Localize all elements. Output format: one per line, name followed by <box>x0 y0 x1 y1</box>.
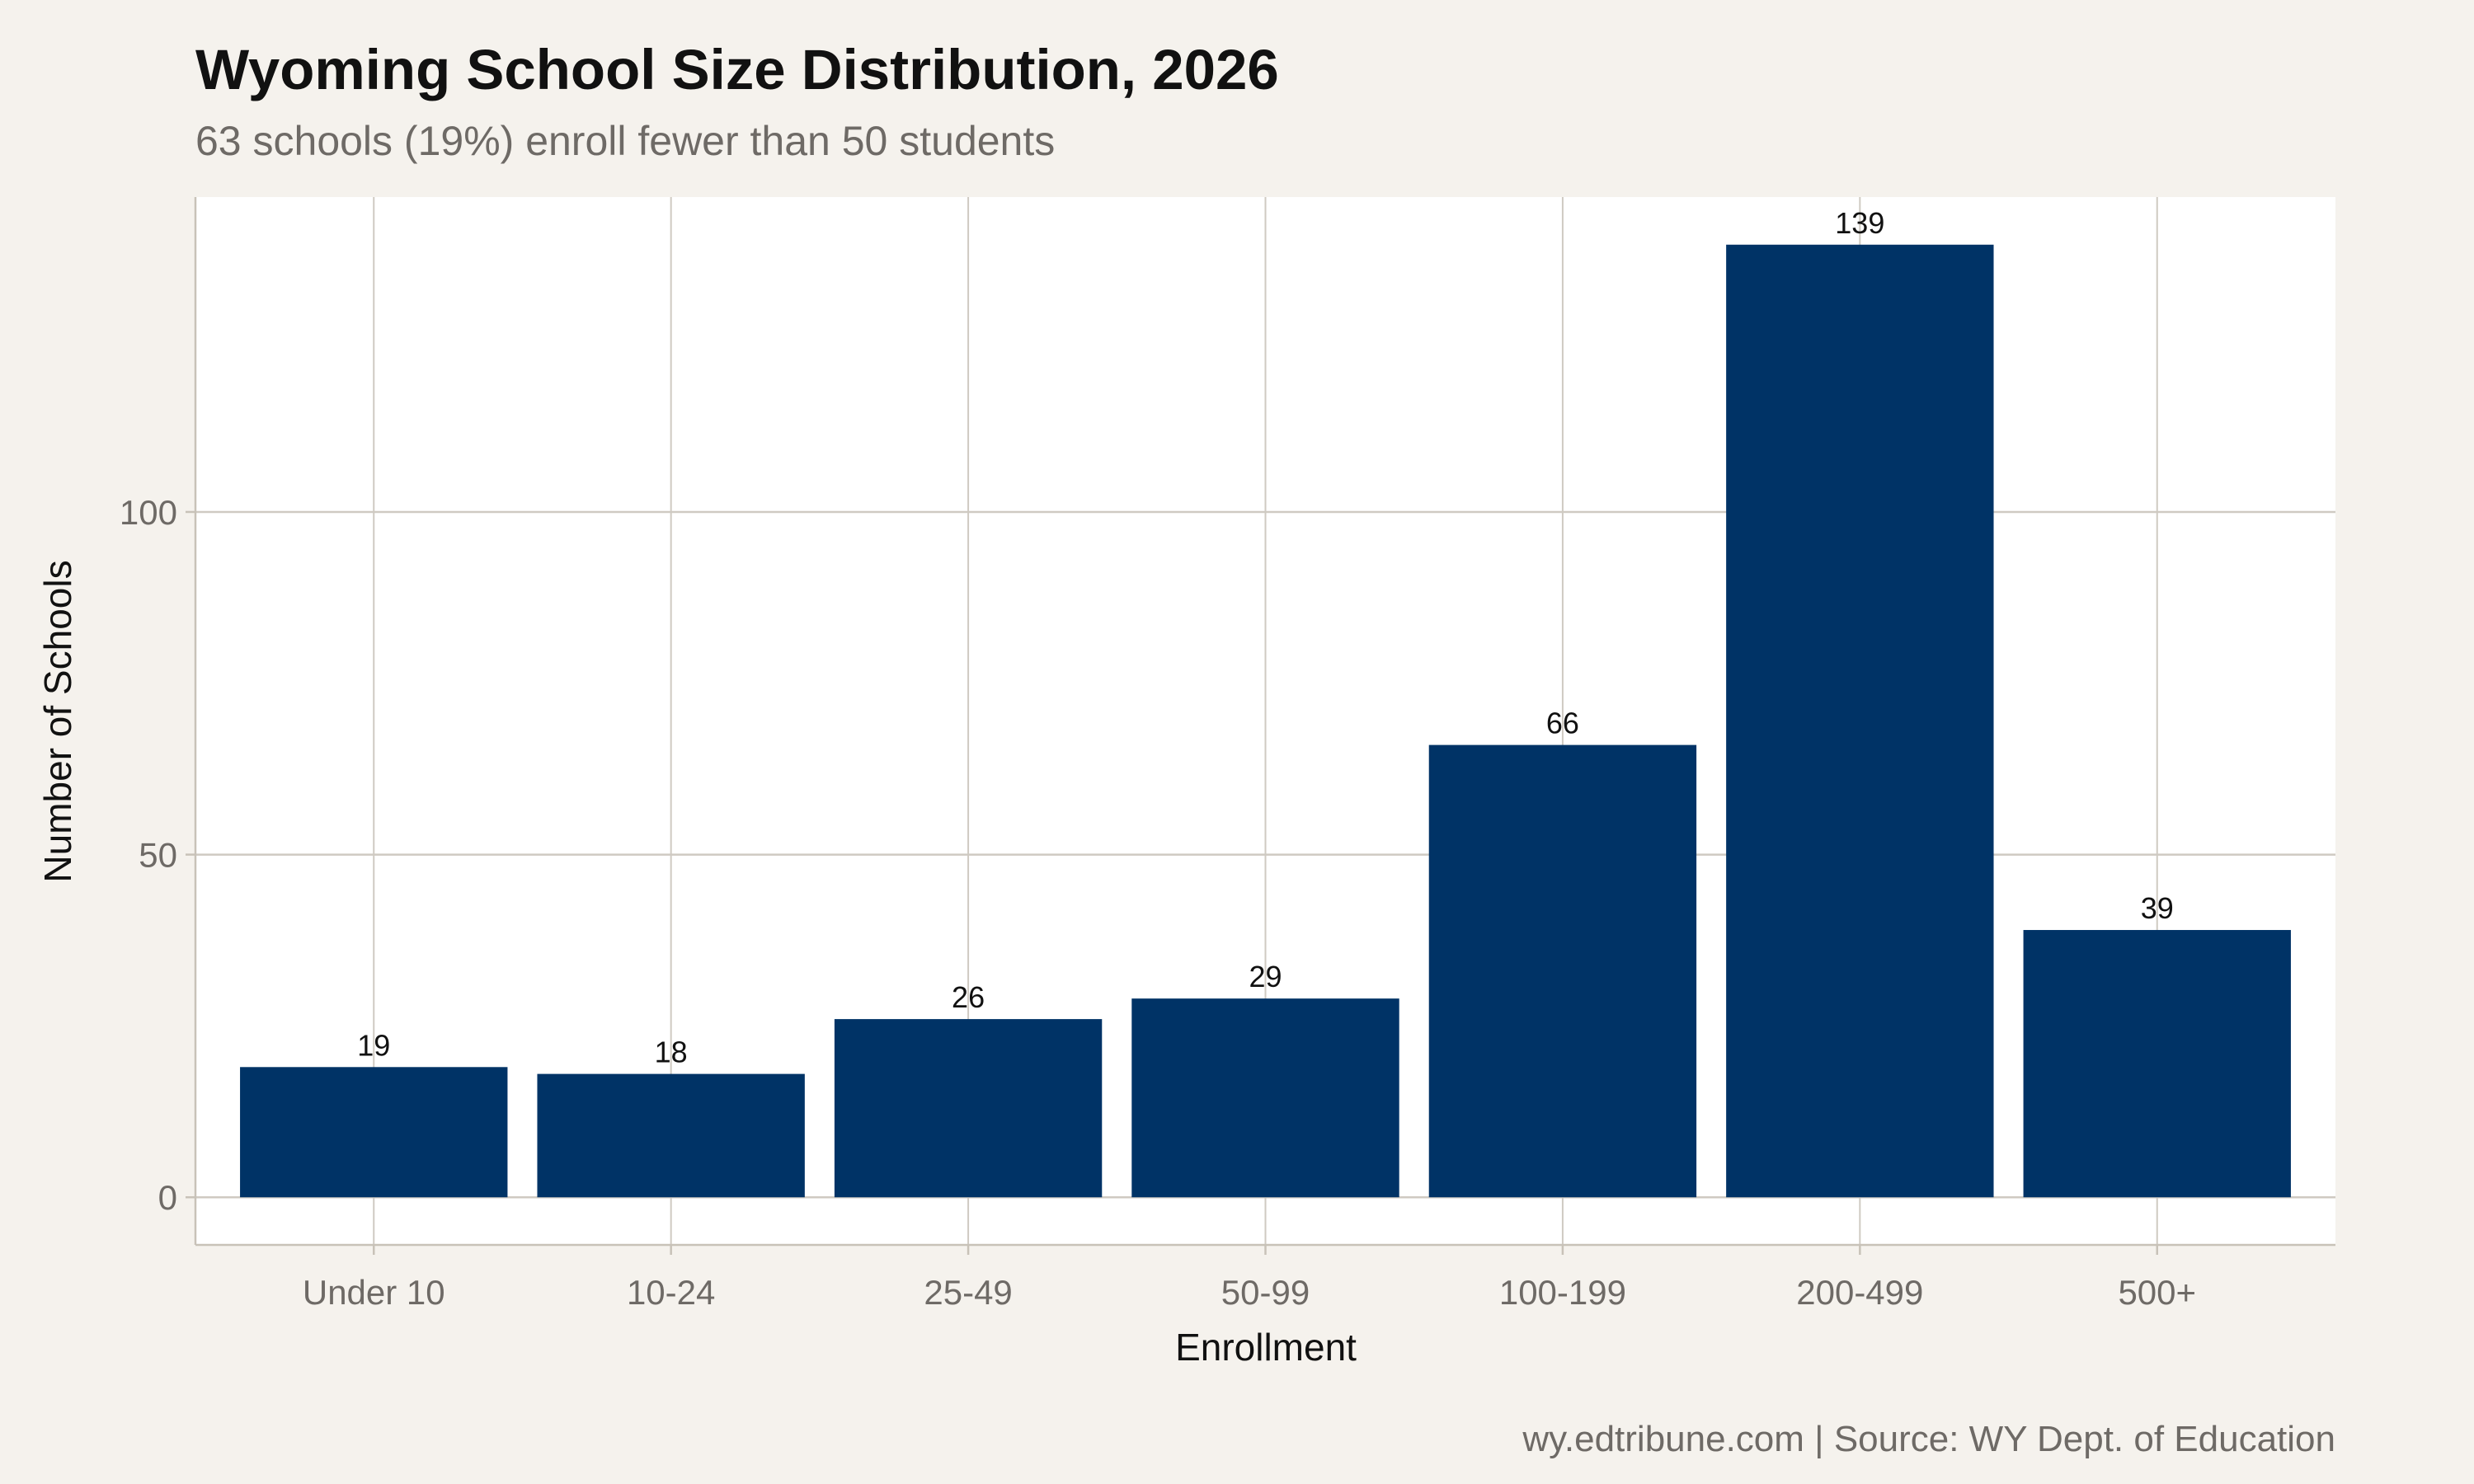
y-axis-title: Number of Schools <box>36 560 79 882</box>
bar-value-label: 18 <box>655 1036 688 1069</box>
y-tick-label: 100 <box>120 493 177 532</box>
chart-title: Wyoming School Size Distribution, 2026 <box>195 38 1279 101</box>
bar-value-label: 29 <box>1249 960 1282 993</box>
x-tick-label: Under 10 <box>303 1273 445 1312</box>
x-tick-label: 100-199 <box>1499 1273 1626 1312</box>
chart-subtitle: 63 schools (19%) enroll fewer than 50 st… <box>195 118 1055 164</box>
chart-caption: wy.edtribune.com | Source: WY Dept. of E… <box>1522 1419 2335 1459</box>
bar <box>537 1073 805 1198</box>
bar <box>1726 244 1994 1198</box>
bar <box>1131 998 1399 1198</box>
bar <box>2023 930 2291 1198</box>
x-tick-label: 500+ <box>2118 1273 2196 1312</box>
bar <box>834 1019 1103 1198</box>
x-tick-label: 50-99 <box>1221 1273 1310 1312</box>
bar-value-label: 19 <box>357 1028 390 1062</box>
bar-value-label: 66 <box>1546 707 1579 740</box>
bar-value-label: 39 <box>2141 891 2174 925</box>
y-tick-label: 50 <box>139 836 177 875</box>
bar-value-label: 139 <box>1835 206 1884 240</box>
x-tick-label: 10-24 <box>627 1273 715 1312</box>
y-tick-label: 0 <box>158 1178 177 1217</box>
x-tick-label: 25-49 <box>924 1273 1012 1312</box>
bar-value-label: 26 <box>952 980 985 1014</box>
x-axis-title: Enrollment <box>1175 1326 1357 1369</box>
bar <box>240 1067 508 1198</box>
bar <box>1428 744 1697 1198</box>
x-tick-label: 200-499 <box>1796 1273 1923 1312</box>
